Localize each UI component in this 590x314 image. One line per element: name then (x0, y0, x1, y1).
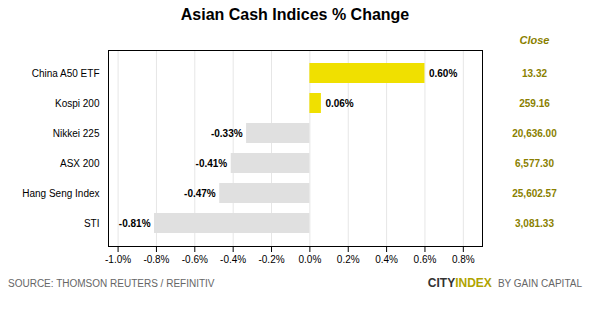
html-text:Asian Cash Indices % Change: Asian Cash Indices % Change (180, 6, 410, 23)
svg-text:ASX 200: ASX 200 (60, 158, 100, 169)
svg-text:Close: Close (520, 34, 550, 46)
svg-text:0.60%: 0.60% (429, 68, 457, 79)
svg-text:3,081.33: 3,081.33 (515, 218, 554, 229)
svg-text:25,602.57: 25,602.57 (512, 188, 557, 199)
svg-text:-0.8%: -0.8% (143, 254, 169, 265)
svg-text:0.6%: 0.6% (414, 254, 437, 265)
svg-text:-0.47%: -0.47% (184, 188, 216, 199)
svg-text:Kospi 200: Kospi 200 (55, 98, 100, 109)
svg-text:-0.6%: -0.6% (182, 254, 208, 265)
svg-text:-0.2%: -0.2% (258, 254, 284, 265)
svg-text:13.32: 13.32 (522, 68, 547, 79)
svg-text:-0.4%: -0.4% (220, 254, 246, 265)
svg-text:-0.33%: -0.33% (211, 128, 243, 139)
html-text:BY GAIN CAPITAL: BY GAIN CAPITAL (497, 278, 582, 289)
svg-text:0.4%: 0.4% (375, 254, 398, 265)
html-text:SOURCE: THOMSON REUTERS / REFI: SOURCE: THOMSON REUTERS / REFINITIV (8, 277, 215, 289)
svg-text:China A50 ETF: China A50 ETF (32, 68, 100, 79)
svg-text:-0.41%: -0.41% (196, 158, 228, 169)
svg-text:-1.0%: -1.0% (105, 254, 131, 265)
svg-text:Nikkei 225: Nikkei 225 (53, 128, 100, 139)
svg-text:Hang Seng Index: Hang Seng Index (22, 188, 99, 199)
svg-text:-0.81%: -0.81% (119, 218, 151, 229)
svg-text:259.16: 259.16 (519, 98, 550, 109)
html-text:CITY INDEX: CITY INDEX (427, 276, 492, 290)
svg-text:STI: STI (84, 218, 100, 229)
svg-text:20,636.00: 20,636.00 (512, 128, 557, 139)
svg-text:0.8%: 0.8% (452, 254, 475, 265)
svg-text:0.0%: 0.0% (298, 254, 321, 265)
svg-text:6,577.30: 6,577.30 (515, 158, 554, 169)
svg-text:0.06%: 0.06% (325, 98, 353, 109)
svg-text:0.2%: 0.2% (337, 254, 360, 265)
